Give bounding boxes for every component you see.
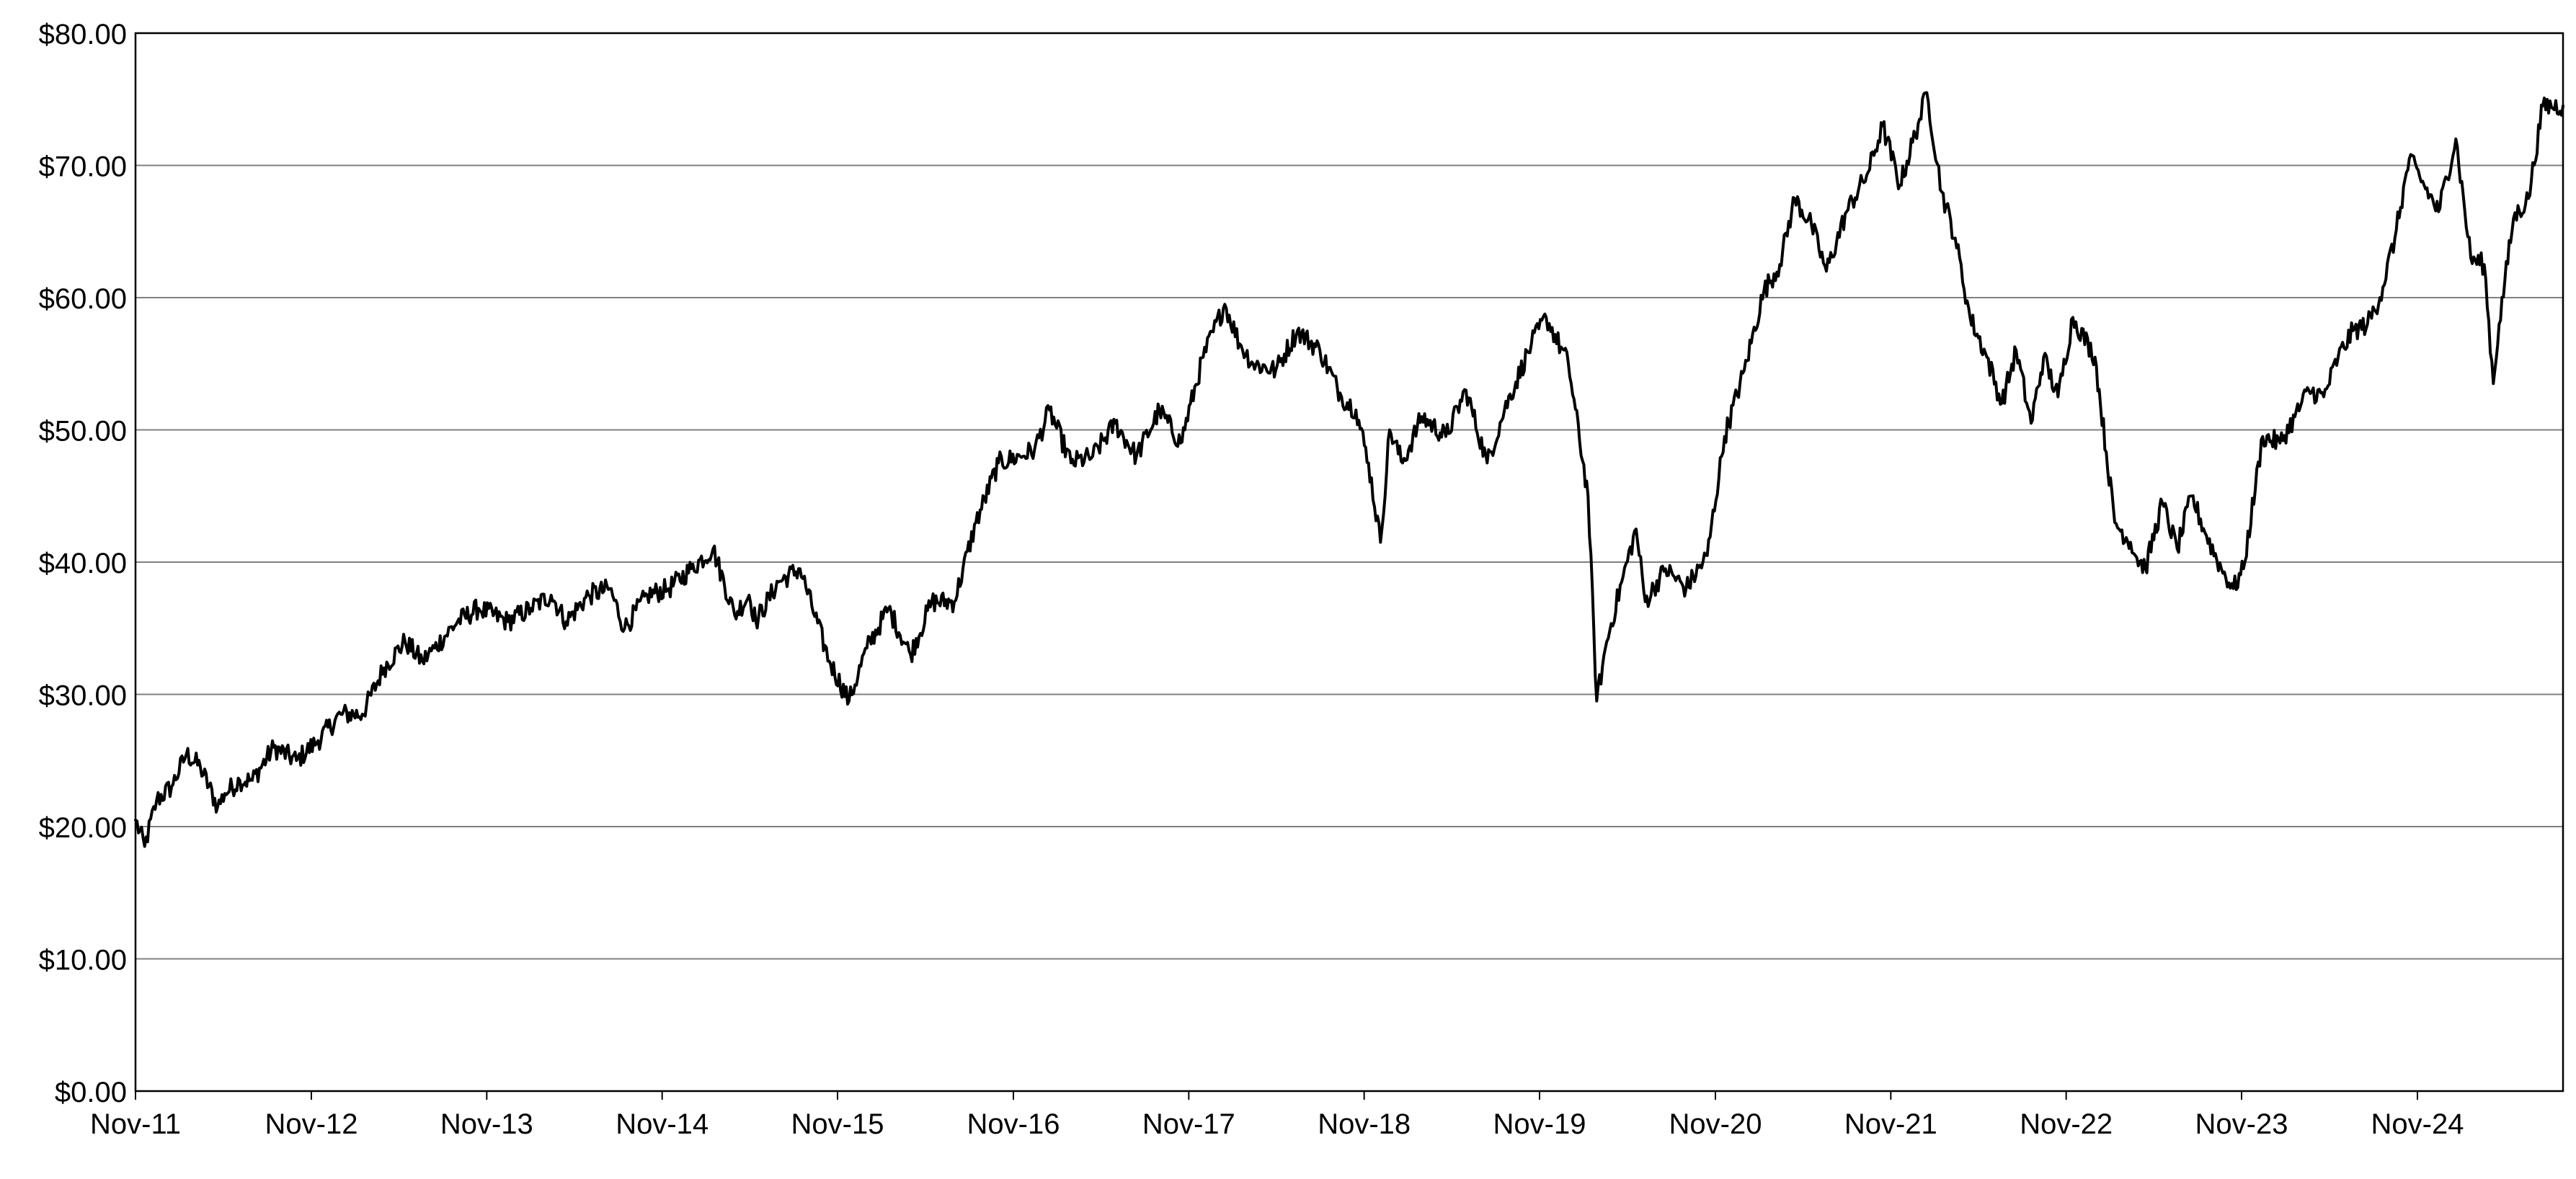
x-tick-label: Nov-18 [1318,1108,1411,1140]
x-tick-label: Nov-14 [616,1108,709,1140]
x-tick-label: Nov-12 [265,1108,358,1140]
series-layer [134,91,2564,848]
x-tick-label: Nov-22 [2020,1108,2113,1140]
x-tick-label: Nov-23 [2195,1108,2288,1140]
x-tick-label: Nov-19 [1493,1108,1586,1140]
y-tick-label: $40.00 [39,548,127,579]
gridlines [136,164,2563,960]
y-tick-label: $60.00 [39,283,127,315]
x-tick-label: Nov-16 [967,1108,1060,1140]
y-tick-label: $50.00 [39,416,127,448]
y-tick-label: $70.00 [39,151,127,183]
x-axis-tick-labels: Nov-11 Nov-12 Nov-13 Nov-14 Nov-15 Nov-16 Nov-… [90,1091,2464,1140]
y-tick-label: $80.00 [39,19,127,50]
x-tick-label: Nov-11 [90,1108,181,1140]
y-tick-label: $20.00 [39,812,127,844]
plot-frame [134,32,2564,1093]
y-axis-tick-labels: $0.00 $10.00 $20.00 $30.00 $40.00 $50.00 $60.0… [39,19,127,1108]
x-tick-label: Nov-17 [1142,1108,1235,1140]
y-tick-label: $0.00 [55,1077,127,1108]
y-tick-label: $10.00 [39,945,127,976]
x-tick-label: Nov-15 [791,1108,884,1140]
x-tick-label: Nov-13 [440,1108,533,1140]
series-line [134,91,2564,848]
x-tick-label: Nov-24 [2371,1108,2464,1140]
plot-border [134,32,2564,1093]
y-tick-label: $30.00 [39,680,127,712]
x-tick-label: Nov-21 [1844,1108,1937,1140]
x-tick-label: Nov-20 [1669,1108,1762,1140]
